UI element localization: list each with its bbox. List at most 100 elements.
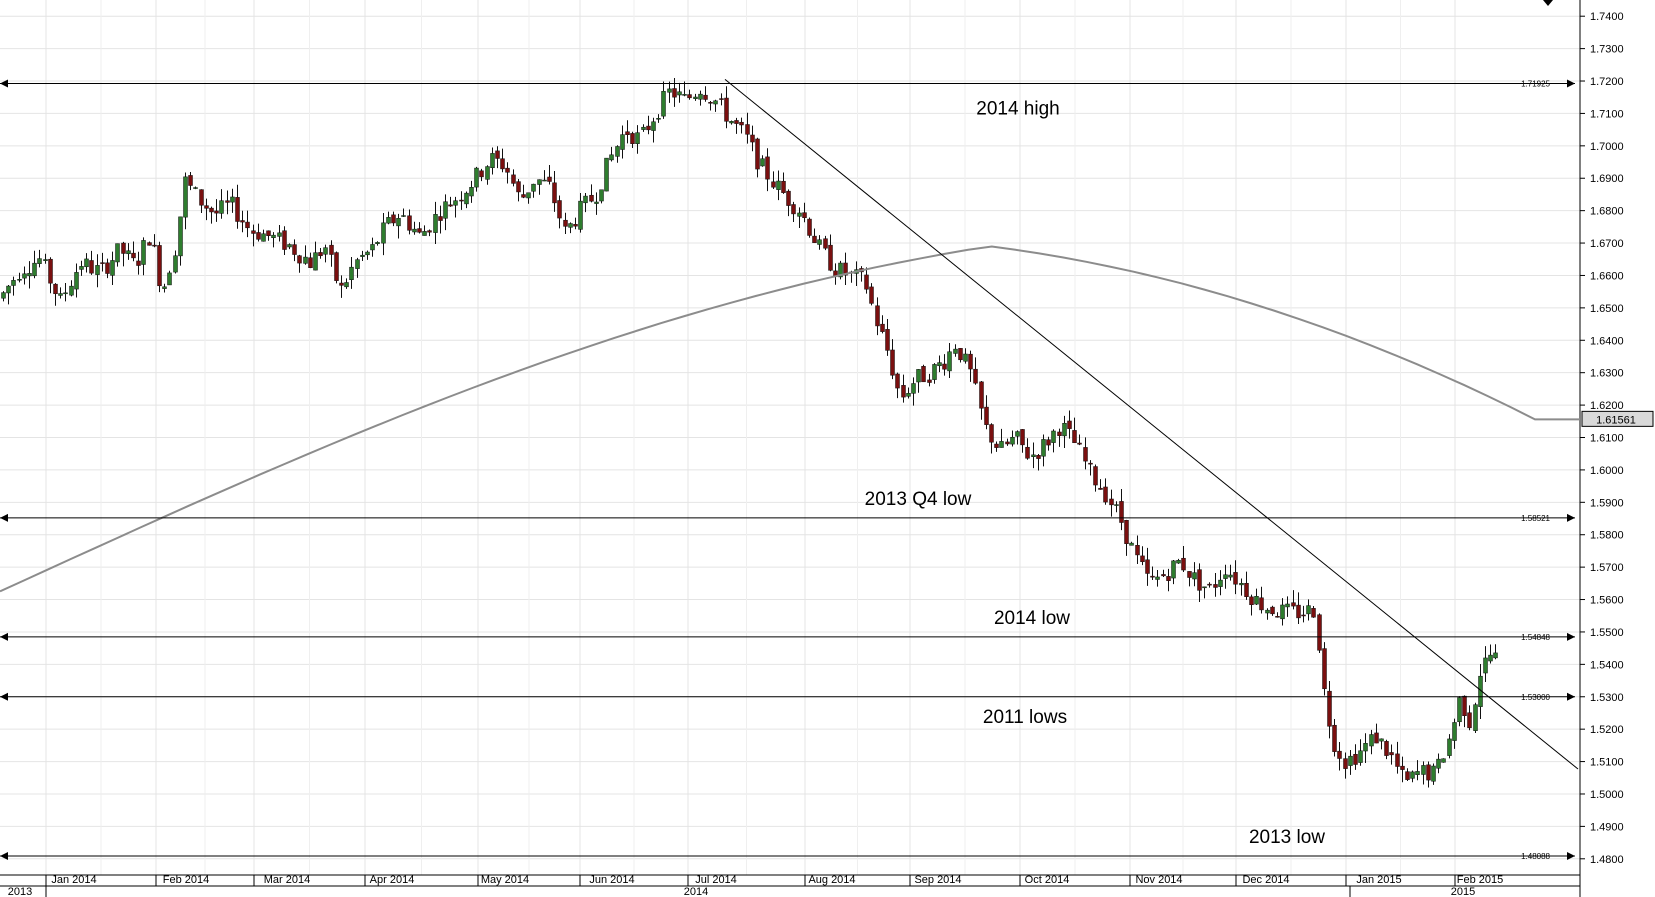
candle-up xyxy=(1129,542,1134,546)
candle-up xyxy=(464,192,469,205)
candle-down xyxy=(297,255,302,264)
candle-down xyxy=(646,125,651,131)
candle-up xyxy=(277,232,282,237)
x-tick-label: Nov 2014 xyxy=(1135,874,1182,886)
candle-up xyxy=(141,240,146,265)
x-tick-label: May 2014 xyxy=(481,874,529,886)
candle-down xyxy=(994,443,999,448)
candle-up xyxy=(677,91,682,96)
candle-up xyxy=(641,126,646,130)
candle-down xyxy=(521,194,526,198)
candle-down xyxy=(589,194,594,202)
candle-down xyxy=(1197,569,1202,591)
candle-down xyxy=(1343,758,1348,769)
candle-up xyxy=(1285,603,1290,608)
candle-up xyxy=(932,364,937,380)
candle-down xyxy=(100,262,105,264)
candle-up xyxy=(947,351,952,372)
candle-down xyxy=(921,366,926,383)
candle-up xyxy=(412,228,417,233)
candle-up xyxy=(162,286,167,289)
candle-up xyxy=(360,254,365,257)
candle-up xyxy=(401,215,406,217)
candle-down xyxy=(901,385,906,398)
level-annotation: 2013 Q4 low xyxy=(865,489,972,510)
candle-up xyxy=(230,196,235,203)
y-tick-label: 1.5400 xyxy=(1590,659,1624,671)
candle-down xyxy=(1119,501,1124,523)
candle-up xyxy=(1363,743,1368,752)
candle-down xyxy=(339,282,344,286)
candle-down xyxy=(105,262,110,274)
candle-up xyxy=(1192,572,1197,580)
candle-down xyxy=(256,232,261,240)
candle-up xyxy=(729,121,734,124)
candle-down xyxy=(973,368,978,384)
candle-up xyxy=(323,247,328,255)
candle-up xyxy=(568,223,573,228)
candle-down xyxy=(516,181,521,193)
candle-up xyxy=(651,121,656,131)
candle-up xyxy=(63,292,68,295)
candle-down xyxy=(266,230,271,236)
y-tick-label: 1.5000 xyxy=(1590,789,1624,801)
candle-down xyxy=(427,230,432,233)
candle-up xyxy=(937,362,942,367)
candle-down xyxy=(53,283,58,295)
candle-down xyxy=(1057,431,1062,436)
x-tick-label: Jun 2014 xyxy=(589,874,634,886)
candle-up xyxy=(355,259,360,269)
candle-up xyxy=(443,201,448,219)
candle-down xyxy=(1166,576,1171,581)
candle-down xyxy=(1187,571,1192,578)
candle-up xyxy=(1358,750,1363,763)
candle-up xyxy=(1041,439,1046,457)
candle-up xyxy=(490,153,495,169)
candle-down xyxy=(1088,462,1093,465)
candle-down xyxy=(505,167,510,173)
candle-up xyxy=(713,100,718,105)
candle-down xyxy=(630,133,635,144)
candle-up xyxy=(349,266,354,281)
candle-up xyxy=(474,167,479,188)
candle-up xyxy=(32,262,37,277)
candle-down xyxy=(1426,764,1431,781)
candle-up xyxy=(453,200,458,206)
candle-up xyxy=(1306,605,1311,615)
candle-up xyxy=(911,383,916,394)
candle-down xyxy=(1270,606,1275,615)
candle-down xyxy=(495,150,500,159)
candle-up xyxy=(1447,738,1452,756)
candle-down xyxy=(308,257,313,268)
candle-up xyxy=(422,231,427,236)
candle-up xyxy=(1223,574,1228,579)
candle-down xyxy=(895,373,900,389)
candle-up xyxy=(667,88,672,93)
candle-down xyxy=(1259,597,1264,611)
candle-down xyxy=(1389,752,1394,756)
level-value-label: 1.58521 xyxy=(1521,514,1550,523)
candle-up xyxy=(1493,652,1498,659)
candle-up xyxy=(1155,576,1160,580)
candle-up xyxy=(615,146,620,157)
candle-down xyxy=(329,244,334,255)
candle-down xyxy=(438,216,443,221)
candle-up xyxy=(1280,604,1285,620)
candle-up xyxy=(22,273,27,279)
candle-down xyxy=(1161,574,1166,577)
candle-up xyxy=(1218,579,1223,587)
level-arrow-right xyxy=(1567,513,1575,522)
moving-average-line xyxy=(0,245,1580,593)
candle-up xyxy=(776,180,781,190)
candle-down xyxy=(1103,486,1108,503)
candle-up xyxy=(84,258,89,268)
candle-down xyxy=(1046,439,1051,446)
candle-down xyxy=(1036,455,1041,459)
candle-down xyxy=(1332,724,1337,752)
candle-up xyxy=(126,250,131,255)
candle-up xyxy=(1473,704,1478,731)
candle-up xyxy=(635,132,640,144)
candle-up xyxy=(1436,758,1441,769)
